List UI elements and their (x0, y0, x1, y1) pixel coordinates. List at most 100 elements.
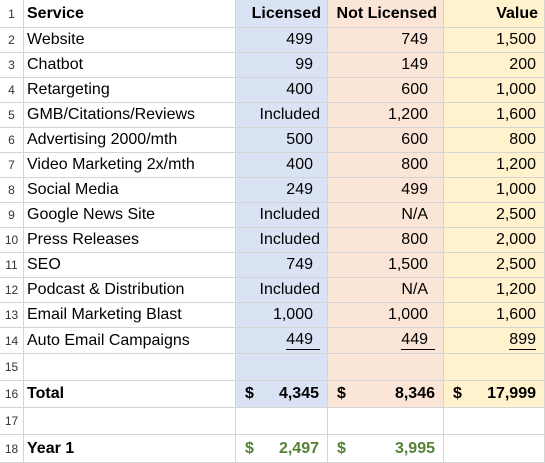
row-number-label: 1 (8, 6, 15, 21)
row-number-label: 15 (4, 360, 19, 374)
total-not-licensed-cell[interactable]: $8,346 (328, 381, 444, 408)
not-licensed-cell[interactable]: 800 (328, 228, 444, 253)
value-cell[interactable]: 1,000 (444, 78, 545, 103)
row-number[interactable]: 6 (0, 128, 24, 153)
row-number[interactable]: 3 (0, 53, 24, 78)
service-cell[interactable]: GMB/Citations/Reviews (24, 103, 236, 128)
header-value-cell[interactable]: Value (444, 0, 545, 28)
licensed-cell[interactable]: 400 (236, 153, 328, 178)
row-number[interactable]: 12 (0, 278, 24, 303)
not-licensed-cell[interactable]: 800 (328, 153, 444, 178)
empty-cell[interactable] (328, 408, 444, 435)
row-number[interactable]: 15 (0, 354, 24, 381)
empty-cell[interactable] (24, 408, 236, 435)
row-number[interactable]: 9 (0, 203, 24, 228)
total-label-cell[interactable]: Total (24, 381, 236, 408)
service-cell[interactable]: Social Media (24, 178, 236, 203)
licensed-cell[interactable]: Included (236, 278, 328, 303)
value-cell[interactable]: 899 (444, 328, 545, 354)
year1-not-licensed-cell[interactable]: $3,995 (328, 435, 444, 463)
not-licensed-cell[interactable]: N/A (328, 278, 444, 303)
licensed-cell[interactable]: Included (236, 203, 328, 228)
total-licensed-cell[interactable]: $4,345 (236, 381, 328, 408)
value-cell[interactable]: 800 (444, 128, 545, 153)
value-amount: 1,500 (495, 31, 536, 48)
empty-cell[interactable] (444, 408, 545, 435)
value-cell[interactable]: 1,600 (444, 303, 545, 328)
value-cell[interactable]: 1,500 (444, 28, 545, 53)
service-label: Advertising 2000/mth (27, 131, 178, 148)
row-number[interactable]: 5 (0, 103, 24, 128)
value-cell[interactable]: 1,200 (444, 278, 545, 303)
value-cell[interactable]: 2,500 (444, 203, 545, 228)
empty-cell[interactable] (328, 354, 444, 381)
not-licensed-cell[interactable]: 1,500 (328, 253, 444, 278)
licensed-cell[interactable]: 749 (236, 253, 328, 278)
licensed-cell[interactable]: 400 (236, 78, 328, 103)
header-licensed-cell[interactable]: Licensed (236, 0, 328, 28)
not-licensed-cell[interactable]: 600 (328, 128, 444, 153)
value-amount: 1,200 (495, 281, 536, 298)
row-number[interactable]: 17 (0, 408, 24, 435)
value-cell[interactable]: 2,500 (444, 253, 545, 278)
licensed-cell[interactable]: Included (236, 228, 328, 253)
not-licensed-cell[interactable]: 1,200 (328, 103, 444, 128)
value-cell[interactable]: 2,000 (444, 228, 545, 253)
licensed-cell[interactable]: 499 (236, 28, 328, 53)
value-cell[interactable]: 200 (444, 53, 545, 78)
row-number[interactable]: 2 (0, 28, 24, 53)
row-number-label: 18 (4, 441, 19, 456)
licensed-cell[interactable]: 99 (236, 53, 328, 78)
row-number[interactable]: 14 (0, 328, 24, 354)
service-cell[interactable]: Google News Site (24, 203, 236, 228)
header-not-licensed-cell[interactable]: Not Licensed (328, 0, 444, 28)
total-value-cell[interactable]: $17,999 (444, 381, 545, 408)
not-licensed-cell[interactable]: 600 (328, 78, 444, 103)
not-licensed-cell[interactable]: 1,000 (328, 303, 444, 328)
service-cell[interactable]: Chatbot (24, 53, 236, 78)
header-service-cell[interactable]: Service (24, 0, 236, 28)
not-licensed-cell[interactable]: N/A (328, 203, 444, 228)
licensed-cell[interactable]: 249 (236, 178, 328, 203)
service-cell[interactable]: Podcast & Distribution (24, 278, 236, 303)
service-cell[interactable]: Retargeting (24, 78, 236, 103)
value-cell[interactable]: 1,000 (444, 178, 545, 203)
service-label: GMB/Citations/Reviews (27, 106, 196, 123)
row-number[interactable]: 7 (0, 153, 24, 178)
row-number[interactable]: 18 (0, 435, 24, 463)
value-cell[interactable]: 1,200 (444, 153, 545, 178)
empty-cell[interactable] (444, 435, 545, 463)
licensed-cell[interactable]: 449 (236, 328, 328, 354)
service-cell[interactable]: Website (24, 28, 236, 53)
licensed-cell[interactable]: 500 (236, 128, 328, 153)
service-cell[interactable]: SEO (24, 253, 236, 278)
row-number[interactable]: 11 (0, 253, 24, 278)
row-number[interactable]: 1 (0, 0, 24, 28)
empty-cell[interactable] (236, 408, 328, 435)
licensed-cell[interactable]: Included (236, 103, 328, 128)
not-licensed-cell[interactable]: 149 (328, 53, 444, 78)
not-licensed-cell[interactable]: 499 (328, 178, 444, 203)
licensed-cell[interactable]: 1,000 (236, 303, 328, 328)
empty-cell[interactable] (444, 354, 545, 381)
service-cell[interactable]: Video Marketing 2x/mth (24, 153, 236, 178)
empty-cell[interactable] (236, 354, 328, 381)
empty-cell[interactable] (24, 354, 236, 381)
year1-licensed-cell[interactable]: $2,497 (236, 435, 328, 463)
year1-label-cell[interactable]: Year 1 (24, 435, 236, 463)
row-number[interactable]: 10 (0, 228, 24, 253)
row-number[interactable]: 8 (0, 178, 24, 203)
service-cell[interactable]: Advertising 2000/mth (24, 128, 236, 153)
not-licensed-value: 800 (401, 156, 428, 173)
service-cell[interactable]: Auto Email Campaigns (24, 328, 236, 354)
not-licensed-cell[interactable]: 749 (328, 28, 444, 53)
header-licensed-label: Licensed (251, 4, 321, 22)
value-cell[interactable]: 1,600 (444, 103, 545, 128)
service-cell[interactable]: Email Marketing Blast (24, 303, 236, 328)
not-licensed-cell[interactable]: 449 (328, 328, 444, 354)
row-number[interactable]: 16 (0, 381, 24, 408)
service-cell[interactable]: Press Releases (24, 228, 236, 253)
row-number[interactable]: 13 (0, 303, 24, 328)
row-number[interactable]: 4 (0, 78, 24, 103)
